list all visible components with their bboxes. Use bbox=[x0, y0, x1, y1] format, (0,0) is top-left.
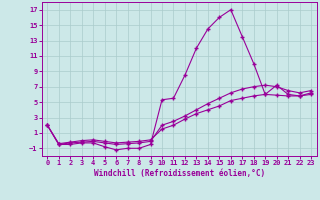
X-axis label: Windchill (Refroidissement éolien,°C): Windchill (Refroidissement éolien,°C) bbox=[94, 169, 265, 178]
